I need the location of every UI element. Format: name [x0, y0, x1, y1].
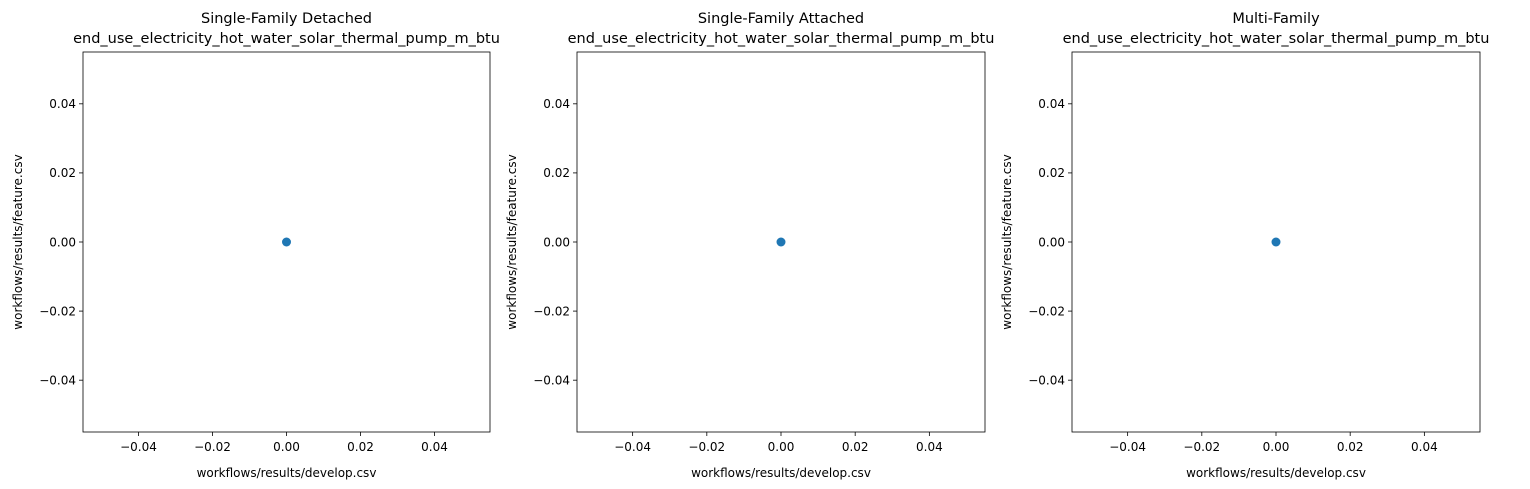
scatter-point [282, 237, 291, 247]
chart-title-line: Single-Family Attached [698, 11, 864, 27]
chart-title-line: end_use_electricity_hot_water_solar_ther… [73, 31, 500, 47]
y-tick-label: 0.04 [1038, 97, 1065, 111]
x-tick-label: −0.04 [1109, 440, 1146, 454]
subplot-2: Single-Family Attached end_use_electricit… [505, 11, 994, 480]
y-tick-label: 0.04 [49, 97, 76, 111]
chart-title-line: Multi-Family [1232, 11, 1320, 27]
y-tick-label: 0.00 [1038, 235, 1065, 249]
chart-title-line: end_use_electricity_hot_water_solar_ther… [1063, 31, 1490, 47]
x-tick-label: −0.02 [194, 440, 231, 454]
x-tick-label: −0.04 [120, 440, 157, 454]
x-tick-label: 0.02 [347, 440, 374, 454]
x-tick-label: −0.02 [688, 440, 725, 454]
y-axis-label: workflows/results/feature.csv [11, 154, 25, 329]
subplot-1: Single-Family Detached end_use_electricit… [11, 11, 500, 480]
chart-title: Single-Family Detached end_use_electricit… [73, 11, 500, 47]
x-tick-label: 0.04 [916, 440, 943, 454]
x-tick-label: 0.02 [842, 440, 869, 454]
y-axis-label: workflows/results/feature.csv [505, 154, 519, 329]
scatter-point [1271, 237, 1281, 247]
y-tick-label: 0.02 [49, 166, 76, 180]
x-tick-label: −0.02 [1183, 440, 1220, 454]
y-axis-label: workflows/results/feature.csv [1000, 154, 1014, 329]
x-tick-label: 0.02 [1337, 440, 1364, 454]
x-tick-label: 0.00 [273, 440, 300, 454]
y-tick-label: 0.04 [543, 97, 570, 111]
x-axis-label: workflows/results/develop.csv [691, 466, 871, 480]
y-tick-label: −0.02 [533, 304, 570, 318]
y-tick-label: −0.02 [39, 304, 76, 318]
y-tick-label: 0.00 [49, 235, 76, 249]
x-axis-label: workflows/results/develop.csv [1186, 466, 1366, 480]
subplot-3: Multi-Family end_use_electricity_hot_wate… [1000, 11, 1489, 480]
x-tick-label: −0.04 [614, 440, 651, 454]
y-tick-label: −0.04 [533, 373, 570, 387]
x-tick-label: 0.04 [1411, 440, 1438, 454]
y-tick-label: −0.04 [1028, 373, 1065, 387]
y-tick-label: 0.02 [543, 166, 570, 180]
chart-title: Single-Family Attached end_use_electricit… [568, 11, 995, 47]
scatter-point [776, 237, 786, 247]
chart-title-line: Single-Family Detached [201, 11, 372, 27]
x-tick-label: 0.00 [768, 440, 795, 454]
x-tick-label: 0.04 [421, 440, 448, 454]
y-tick-label: 0.02 [1038, 166, 1065, 180]
y-tick-label: −0.04 [39, 373, 76, 387]
chart-title: Multi-Family end_use_electricity_hot_wate… [1063, 11, 1490, 47]
x-tick-label: 0.00 [1263, 440, 1290, 454]
x-axis-label: workflows/results/develop.csv [197, 466, 377, 480]
y-tick-label: 0.00 [543, 235, 570, 249]
y-tick-label: −0.02 [1028, 304, 1065, 318]
chart-title-line: end_use_electricity_hot_water_solar_ther… [568, 31, 995, 47]
